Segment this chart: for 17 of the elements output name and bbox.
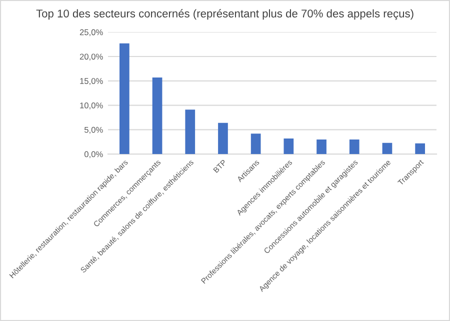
y-tick-label: 5,0% [84,126,103,134]
bar [218,122,228,154]
y-tick-label: 15,0% [80,78,103,85]
bar [284,138,294,154]
chart-title: Top 10 des secteurs concernés (représentant plus de 70% des appels reçus) [36,9,414,20]
bar [250,134,261,154]
y-tick-label: 20,0% [80,54,103,61]
y-tick-label: 0,0% [84,151,103,158]
bar [152,77,162,154]
bar [316,139,326,154]
bar [185,110,196,154]
y-tick-label: 10,0% [80,102,103,110]
bar [120,43,130,154]
bar [349,139,360,154]
bar [382,142,392,154]
bar [415,143,426,154]
y-tick-label: 25,0% [80,29,103,36]
